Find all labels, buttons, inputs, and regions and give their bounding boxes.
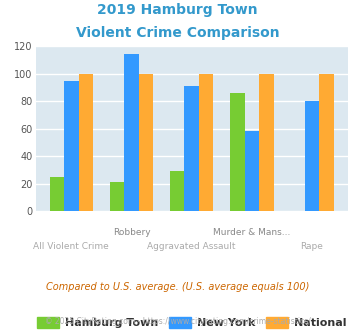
Bar (64, 81, 78, 211)
Bar (78, 74, 93, 211)
Legend: Hamburg Town, New York, National: Hamburg Town, New York, National (32, 313, 351, 330)
Bar (245, 131, 259, 211)
Bar (319, 74, 334, 211)
Text: 2019 Hamburg Town: 2019 Hamburg Town (97, 3, 258, 17)
Bar (185, 86, 199, 211)
Text: Murder & Mans...: Murder & Mans... (213, 228, 290, 237)
Text: Violent Crime Comparison: Violent Crime Comparison (76, 26, 279, 40)
Bar (50, 177, 64, 211)
Bar (305, 101, 319, 211)
Text: © 2025 CityRating.com - https://www.cityrating.com/crime-statistics/: © 2025 CityRating.com - https://www.city… (45, 317, 310, 326)
Text: Rape: Rape (301, 242, 323, 251)
Text: Robbery: Robbery (113, 228, 151, 237)
Text: Compared to U.S. average. (U.S. average equals 100): Compared to U.S. average. (U.S. average … (46, 282, 309, 292)
Text: All Violent Crime: All Violent Crime (33, 242, 109, 251)
Bar (230, 93, 245, 211)
Bar (139, 74, 153, 211)
Bar (259, 74, 274, 211)
Bar (199, 74, 213, 211)
Bar (170, 171, 185, 211)
Bar (124, 54, 139, 211)
Bar (110, 182, 124, 211)
Text: Aggravated Assault: Aggravated Assault (147, 242, 236, 251)
